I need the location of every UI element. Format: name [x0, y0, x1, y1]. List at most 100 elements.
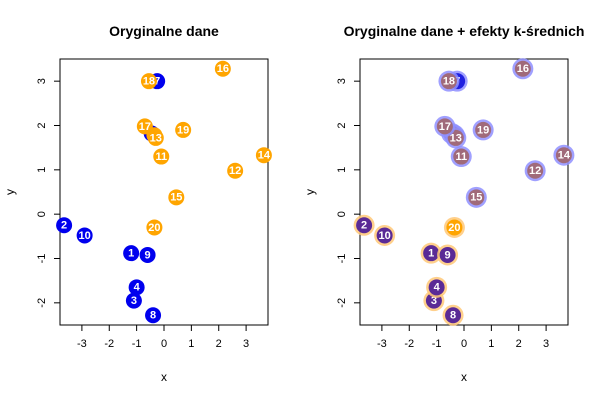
left-point-8: 8	[145, 307, 162, 324]
left-point-marker	[140, 73, 157, 90]
left-point-marker	[147, 129, 164, 146]
left-point-marker	[153, 148, 170, 165]
left-point-label: 16	[217, 63, 229, 75]
left-point-marker	[76, 227, 93, 244]
right-point-marker	[555, 147, 572, 164]
right-point-label: 16	[517, 63, 529, 75]
right-point-label: 8	[450, 310, 456, 322]
right-point-label: 11	[455, 151, 467, 163]
right-point-marker	[423, 245, 440, 262]
left-x-tick-label: 3	[243, 338, 249, 350]
left-point-label: 11	[155, 151, 167, 163]
left-y-tick-label: 0	[36, 211, 48, 217]
right-point-marker	[445, 307, 462, 324]
left-point-label: 12	[229, 165, 241, 177]
right-point-label: 20	[448, 222, 460, 234]
left-x-tick-label: -2	[104, 338, 114, 350]
right-point-label: 4	[434, 282, 441, 294]
right-point-19: 19	[472, 119, 494, 141]
right-point-label: 18	[443, 76, 455, 88]
right-y-tick-label: 0	[336, 211, 348, 217]
left-point-label: 13	[150, 132, 162, 144]
left-point-marker	[146, 219, 163, 236]
right-point-marker	[436, 118, 453, 135]
left-point-label: 2	[61, 220, 67, 232]
right-y-axis-label: y	[303, 189, 317, 195]
right-point-marker	[428, 279, 445, 296]
left-y-axis-label: y	[3, 189, 17, 195]
right-point-2: 2	[353, 214, 375, 236]
right-point-15: 15	[465, 186, 487, 208]
left-point-marker	[227, 162, 244, 179]
left-point-label: 19	[177, 124, 189, 136]
left-point-15: 15	[168, 189, 185, 206]
right-point-18: 18	[438, 70, 460, 92]
right-point-12: 12	[524, 160, 546, 182]
left-plot-frame	[59, 58, 269, 326]
left-point-marker	[139, 246, 156, 263]
right-point-marker	[514, 60, 531, 77]
right-point-marker	[527, 162, 544, 179]
right-point-marker	[440, 73, 457, 90]
left-x-tick-label: 1	[188, 338, 194, 350]
left-point-19: 19	[175, 121, 192, 138]
left-x-tick-label: -1	[132, 338, 142, 350]
right-point-marker	[439, 246, 456, 263]
left-point-marker	[56, 217, 73, 234]
left-x-axis-label: x	[161, 370, 167, 384]
right-point-10: 10	[374, 224, 396, 246]
left-point-13: 13	[147, 129, 164, 146]
right-point-marker	[453, 148, 470, 165]
right-point-label: 3	[431, 295, 437, 307]
right-point-16: 16	[512, 58, 534, 80]
left-point-label: 8	[150, 310, 156, 322]
left-point-marker	[128, 279, 145, 296]
right-x-tick-label: 3	[543, 338, 549, 350]
right-point-17: 17	[434, 115, 456, 137]
left-point-label: 9	[145, 249, 151, 261]
right-x-tick-label: -3	[377, 338, 387, 350]
left-point-label: 20	[148, 222, 160, 234]
right-y-tick-label: -1	[336, 254, 348, 264]
left-point-2: 2	[56, 217, 73, 234]
right-point-label: 13	[450, 132, 462, 144]
left-point-label: 15	[170, 192, 182, 204]
right-points: 1234567891011121314151617181920	[353, 58, 575, 326]
right-x-axis-label: x	[461, 370, 467, 384]
right-y-tick-label: 3	[336, 78, 348, 84]
right-point-label: 19	[477, 124, 489, 136]
right-point-14: 14	[553, 144, 575, 166]
right-x-tick-label: 1	[488, 338, 494, 350]
left-y-tick-label: 1	[36, 167, 48, 173]
left-point-20: 20	[146, 219, 163, 236]
right-point-marker	[376, 227, 393, 244]
left-point-11: 11	[153, 148, 170, 165]
right-point-9: 9	[437, 244, 459, 266]
left-point-marker	[145, 307, 162, 324]
right-plot-frame	[359, 58, 569, 326]
left-point-marker	[175, 121, 192, 138]
right-point-20: 20	[443, 216, 465, 238]
right-point-8: 8	[442, 304, 464, 326]
left-point-label: 4	[134, 282, 141, 294]
right-panel: Oryginalne dane + efekty k-średnich x y …	[303, 23, 584, 384]
left-point-marker	[136, 118, 153, 135]
right-point-marker	[475, 121, 492, 138]
right-x-tick-label: -1	[432, 338, 442, 350]
right-point-marker	[468, 189, 485, 206]
right-y-tick-label: -2	[336, 298, 348, 308]
left-point-12: 12	[227, 162, 244, 179]
left-point-marker	[123, 245, 140, 262]
left-point-label: 14	[258, 150, 271, 162]
left-y-tick-label: -1	[36, 254, 48, 264]
left-point-label: 10	[79, 230, 91, 242]
right-chart-title: Oryginalne dane + efekty k-średnich	[344, 23, 585, 39]
right-point-11: 11	[450, 146, 472, 168]
left-point-marker	[168, 189, 185, 206]
right-point-4: 4	[426, 276, 448, 298]
right-point-marker	[356, 217, 373, 234]
